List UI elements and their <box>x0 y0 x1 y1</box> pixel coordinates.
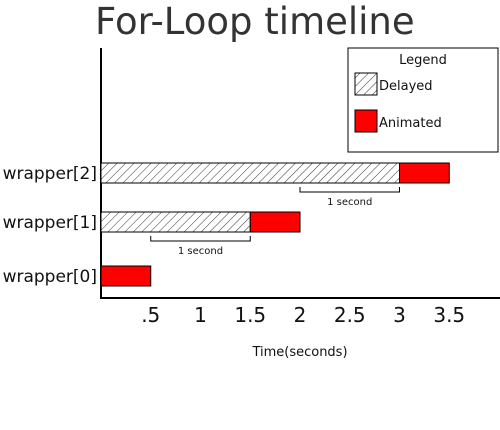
duration-bracket <box>299 187 400 193</box>
bar-animated-wrapper2 <box>399 162 450 184</box>
x-tick-label: 3.5 <box>433 303 465 327</box>
bar-animated-wrapper1 <box>249 211 301 233</box>
legend-label-delayed: Delayed <box>379 79 433 94</box>
x-tick-label: 1.5 <box>234 303 266 327</box>
bar-animated-wrapper0 <box>100 265 152 287</box>
y-tick-label: wrapper[0] <box>3 267 97 287</box>
legend-swatch-delayed <box>354 72 378 96</box>
y-tick-label: wrapper[2] <box>3 164 97 184</box>
chart-title: For-Loop timeline <box>95 0 415 43</box>
legend-swatch-animated <box>354 109 378 133</box>
duration-label: 1 second <box>178 246 223 257</box>
legend-label-animated: Animated <box>379 116 442 131</box>
bar-delayed-wrapper1 <box>100 211 251 233</box>
legend: Legend Delayed Animated <box>347 47 499 153</box>
y-tick-label: wrapper[1] <box>3 213 97 233</box>
x-tick-label: 2 <box>294 303 307 327</box>
duration-label: 1 second <box>327 197 372 208</box>
bar-delayed-wrapper2 <box>100 162 400 184</box>
x-tick-label: 1 <box>194 303 207 327</box>
duration-bracket <box>150 236 251 242</box>
y-tick-labels: wrapper[2] wrapper[1] wrapper[0] <box>3 164 97 287</box>
bars-group <box>100 162 450 287</box>
x-tick-label: 3 <box>393 303 406 327</box>
legend-box <box>347 47 499 153</box>
x-tick-label: 2.5 <box>334 303 366 327</box>
x-tick-label: .5 <box>141 303 160 327</box>
legend-title: Legend <box>399 53 447 68</box>
x-tick-labels: .5 1 1.5 2 2.5 3 3.5 <box>141 303 465 327</box>
annotations-group: 1 second 1 second <box>150 187 400 257</box>
x-axis-label: Time(seconds) <box>251 345 347 360</box>
